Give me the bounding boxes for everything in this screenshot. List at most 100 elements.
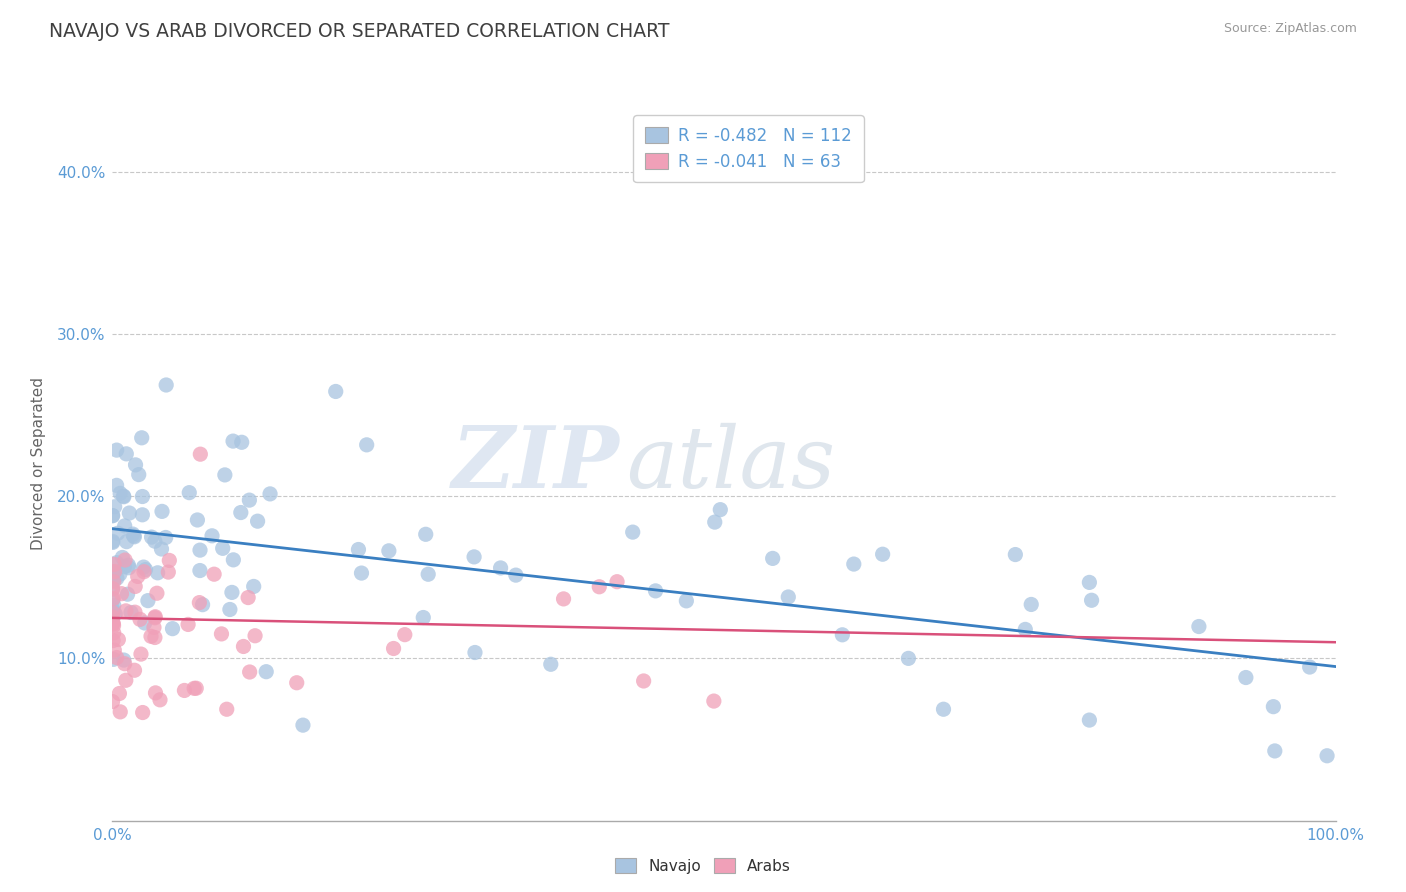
- Point: [155, 531, 177, 545]
- Point: [621, 525, 644, 540]
- Point: [105, 556, 128, 570]
- Point: [112, 490, 135, 504]
- Point: [222, 553, 245, 567]
- Point: [103, 574, 125, 589]
- Point: [103, 625, 125, 640]
- Point: [1080, 593, 1102, 607]
- Point: [606, 574, 628, 589]
- Point: [139, 629, 162, 643]
- Point: [173, 683, 195, 698]
- Point: [146, 586, 169, 600]
- Point: [114, 559, 136, 574]
- Point: [101, 574, 124, 588]
- Point: [112, 653, 135, 667]
- Point: [505, 568, 527, 582]
- Point: [1019, 598, 1042, 612]
- Point: [157, 553, 180, 567]
- Point: [105, 571, 128, 585]
- Point: [350, 566, 373, 580]
- Point: [412, 610, 434, 624]
- Point: [211, 627, 233, 641]
- Point: [188, 447, 211, 461]
- Point: [243, 629, 266, 643]
- Point: [242, 579, 264, 593]
- Point: [232, 640, 254, 654]
- Point: [186, 681, 208, 696]
- Point: [143, 609, 166, 624]
- Point: [131, 706, 153, 720]
- Point: [136, 593, 159, 607]
- Point: [131, 490, 153, 504]
- Point: [236, 591, 259, 605]
- Point: [124, 663, 146, 677]
- Point: [118, 560, 141, 574]
- Point: [394, 627, 416, 641]
- Point: [111, 550, 134, 565]
- Point: [259, 487, 281, 501]
- Point: [155, 378, 177, 392]
- Point: [1263, 699, 1285, 714]
- Point: [105, 443, 128, 458]
- Point: [932, 702, 955, 716]
- Point: [101, 566, 124, 581]
- Point: [1014, 623, 1036, 637]
- Point: [1264, 744, 1286, 758]
- Point: [101, 615, 124, 630]
- Point: [101, 633, 124, 648]
- Point: [117, 558, 139, 573]
- Text: atlas: atlas: [626, 423, 835, 505]
- Point: [145, 686, 167, 700]
- Point: [675, 594, 697, 608]
- Point: [222, 434, 245, 449]
- Point: [101, 606, 124, 620]
- Point: [114, 673, 136, 688]
- Text: ZIP: ZIP: [453, 422, 620, 506]
- Point: [124, 579, 146, 593]
- Point: [101, 508, 124, 523]
- Point: [540, 657, 562, 672]
- Point: [150, 504, 173, 518]
- Point: [121, 527, 143, 541]
- Point: [103, 558, 125, 572]
- Point: [118, 506, 141, 520]
- Point: [179, 485, 201, 500]
- Point: [356, 438, 378, 452]
- Point: [110, 705, 132, 719]
- Point: [238, 493, 260, 508]
- Point: [103, 618, 125, 632]
- Point: [124, 605, 146, 619]
- Point: [101, 610, 124, 624]
- Point: [157, 565, 180, 579]
- Point: [1316, 748, 1339, 763]
- Text: Source: ZipAtlas.com: Source: ZipAtlas.com: [1223, 22, 1357, 36]
- Point: [122, 529, 145, 543]
- Point: [134, 615, 156, 630]
- Point: [1234, 671, 1257, 685]
- Point: [378, 544, 401, 558]
- Point: [1298, 660, 1320, 674]
- Point: [103, 643, 125, 657]
- Point: [108, 567, 131, 582]
- Point: [101, 592, 124, 607]
- Point: [1078, 713, 1101, 727]
- Point: [347, 542, 370, 557]
- Point: [124, 458, 146, 472]
- Point: [191, 598, 214, 612]
- Point: [101, 535, 124, 549]
- Point: [103, 591, 125, 606]
- Point: [1188, 619, 1211, 633]
- Point: [131, 431, 153, 445]
- Point: [553, 591, 575, 606]
- Point: [489, 561, 512, 575]
- Point: [463, 549, 485, 564]
- Point: [418, 567, 440, 582]
- Point: [143, 534, 166, 549]
- Point: [229, 506, 252, 520]
- Point: [221, 585, 243, 599]
- Text: NAVAJO VS ARAB DIVORCED OR SEPARATED CORRELATION CHART: NAVAJO VS ARAB DIVORCED OR SEPARATED COR…: [49, 22, 669, 41]
- Point: [231, 435, 253, 450]
- Point: [150, 541, 173, 556]
- Point: [325, 384, 347, 399]
- Point: [214, 467, 236, 482]
- Point: [101, 603, 124, 617]
